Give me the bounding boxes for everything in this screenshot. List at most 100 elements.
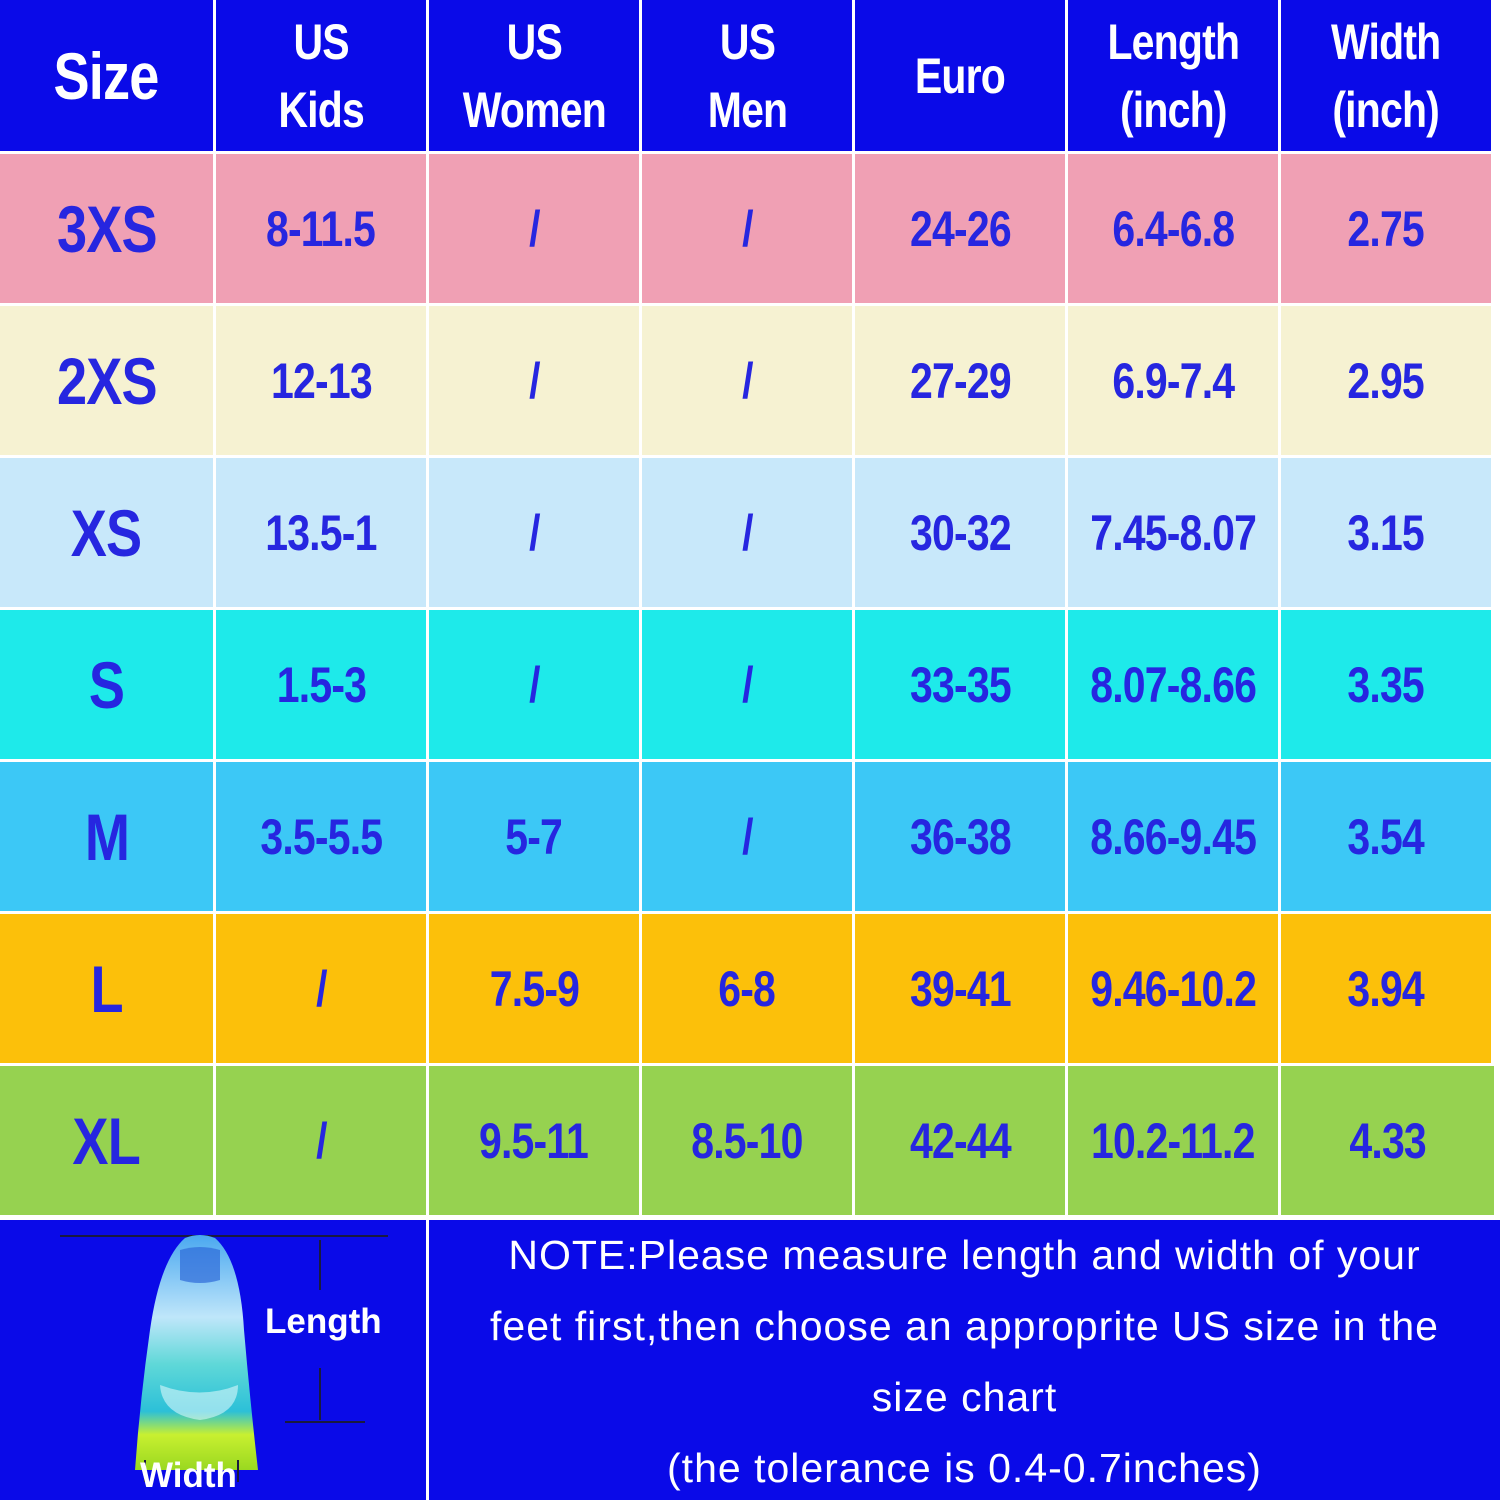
note-line: (the tolerance is 0.4-0.7inches) [667,1445,1262,1491]
cell-value: 2.95 [1347,352,1425,409]
table-cell: 3.94 [1281,914,1494,1066]
table-cell: 9.46-10.2 [1068,914,1281,1066]
cell-value: 24-26 [909,200,1012,257]
cell-value: 3.15 [1347,504,1425,561]
size-label-cell: 2XS [0,306,216,458]
cell-value: 7.45-8.07 [1090,504,1257,561]
table-cell: 9.5-11 [429,1066,642,1218]
table-cell: 3.15 [1281,458,1494,610]
table-cell: 6-8 [642,914,855,1066]
cell-value: 12-13 [270,352,373,409]
cell-value: / [315,960,327,1017]
note-line: NOTE:Please measure length and width of … [508,1232,1421,1278]
table-cell: / [216,1066,429,1218]
cell-value: 42-44 [909,1112,1012,1169]
cell-value: / [528,352,540,409]
table-cell: 8-11.5 [216,154,429,306]
cell-value: 30-32 [909,504,1012,561]
table-cell: 27-29 [855,306,1068,458]
length-label: Length [265,1302,382,1341]
table-cell: / [642,762,855,914]
cell-value: 2.75 [1347,200,1425,257]
cell-value: 1.5-3 [276,656,366,713]
table-cell: / [642,154,855,306]
cell-value: 6.4-6.8 [1112,200,1235,257]
cell-value: / [741,656,753,713]
table-cell: 8.5-10 [642,1066,855,1218]
table-cell: 10.2-11.2 [1068,1066,1281,1218]
table-cell: / [642,306,855,458]
table-cell: 33-35 [855,610,1068,762]
cell-value: 13.5-1 [265,504,377,561]
cell-value: 5-7 [505,808,564,865]
cell-value: / [741,200,753,257]
header-cell: US Kids [216,0,429,154]
header-cell: US Men [642,0,855,154]
measurement-note: NOTE:Please measure length and width of … [429,1220,1500,1500]
cell-value: XS [71,495,142,570]
cell-value: 8.07-8.66 [1090,656,1257,713]
table-cell: 3.54 [1281,762,1494,914]
cell-value: 6.9-7.4 [1112,352,1235,409]
header-cell: Width (inch) [1281,0,1494,154]
cell-value: / [528,200,540,257]
table-cell: 13.5-1 [216,458,429,610]
cell-value: / [528,656,540,713]
swim-fin-icon [60,1235,388,1482]
cell-value: S [88,647,125,722]
table-cell: 7.5-9 [429,914,642,1066]
header-cell: Length (inch) [1068,0,1281,154]
cell-value: 8.5-10 [691,1112,803,1169]
cell-value: 3.54 [1347,808,1425,865]
cell-value: 6-8 [718,960,777,1017]
table-cell: 2.75 [1281,154,1494,306]
cell-value: 3.5-5.5 [260,808,383,865]
cell-value: 2XS [56,343,158,418]
size-label-cell: XL [0,1066,216,1218]
table-cell: / [642,458,855,610]
cell-value: 3.35 [1347,656,1425,713]
table-cell: / [429,154,642,306]
note-line: feet first,then choose an approprite US … [490,1303,1439,1349]
header-label: US Women [462,13,606,138]
cell-value: / [741,352,753,409]
cell-value: M [84,799,129,874]
cell-value: XL [72,1103,141,1178]
table-cell: 7.45-8.07 [1068,458,1281,610]
header-label: US Kids [278,13,364,138]
header-cell: US Women [429,0,642,154]
cell-value: 10.2-11.2 [1091,1112,1255,1169]
cell-value: 3XS [56,191,158,266]
cell-value: / [315,1112,327,1169]
table-cell: / [429,610,642,762]
header-label: US Men [707,13,787,138]
table-cell: 42-44 [855,1066,1068,1218]
table-cell: 36-38 [855,762,1068,914]
header-cell: Euro [855,0,1068,154]
cell-value: 33-35 [909,656,1012,713]
table-cell: 8.66-9.45 [1068,762,1281,914]
header-label: Euro [914,47,1006,104]
cell-value: / [741,808,753,865]
cell-value: 7.5-9 [489,960,579,1017]
cell-value: 9.5-11 [479,1112,589,1169]
cell-value: 27-29 [909,352,1012,409]
cell-value: 39-41 [909,960,1012,1017]
bottom-panel: Length Width NOTE:Please measure length … [0,1220,1500,1500]
cell-value: 8-11.5 [266,200,376,257]
cell-value: 8.66-9.45 [1090,808,1257,865]
table-cell: 4.33 [1281,1066,1494,1218]
width-label: Width [140,1456,237,1495]
table-cell: 39-41 [855,914,1068,1066]
table-cell: 3.35 [1281,610,1494,762]
table-cell: 2.95 [1281,306,1494,458]
table-cell: 8.07-8.66 [1068,610,1281,762]
table-cell: 30-32 [855,458,1068,610]
size-label-cell: XS [0,458,216,610]
header-label: Length (inch) [1107,13,1240,138]
size-label-cell: L [0,914,216,1066]
table-cell: 24-26 [855,154,1068,306]
cell-value: L [90,951,123,1026]
cell-value: 4.33 [1349,1112,1426,1169]
